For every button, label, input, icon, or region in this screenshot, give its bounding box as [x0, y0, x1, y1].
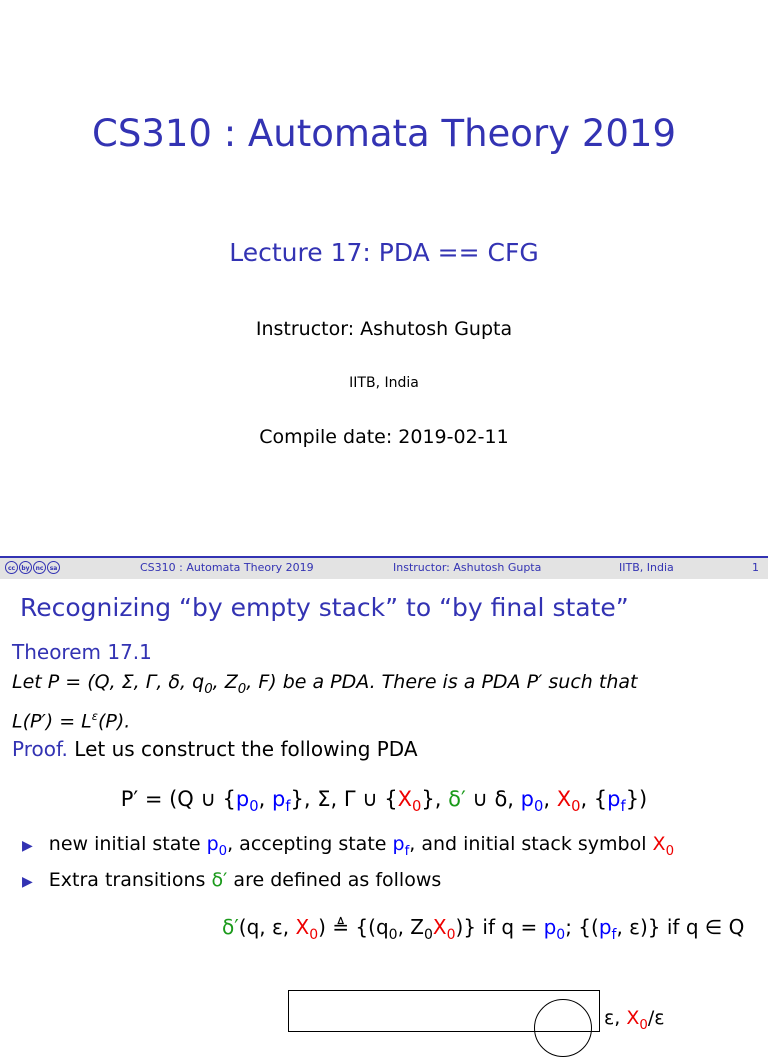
- bullet-item: ▶ Extra transitions δ′ are defined as fol…: [22, 869, 441, 891]
- footer-instructor: Instructor: Ashutosh Gupta: [393, 561, 542, 574]
- slide-footer: cc by nc sa CS310 : Automata Theory 2019…: [0, 556, 768, 579]
- presentation-title: CS310 : Automata Theory 2019: [92, 112, 676, 155]
- footer-course: CS310 : Automata Theory 2019: [140, 561, 314, 574]
- pda-equation: P′ = (Q ∪ {p0, pf}, Σ, Γ ∪ {X0}, δ′ ∪ δ,…: [120, 787, 648, 816]
- bullet-text: new initial state p0, accepting state pf…: [48, 833, 675, 859]
- cc-license-icon: cc by nc sa: [5, 561, 60, 574]
- proof-label: Proof.: [12, 737, 68, 761]
- theorem-line: L(P′) = Lε(P).: [12, 708, 131, 733]
- bullet-item: ▶ new initial state p0, accepting state p…: [22, 833, 674, 859]
- bullet-triangle-icon: ▶: [22, 874, 33, 890]
- frame-title: Recognizing “by empty stack” to “by fina…: [20, 593, 629, 622]
- slide-content: Recognizing “by empty stack” to “by fina…: [0, 579, 768, 1057]
- license-nc-icon: nc: [33, 561, 46, 574]
- theorem-line: Let P = (Q, Σ, Γ, δ, q0, Z0, F) be a PDA…: [12, 671, 638, 697]
- footer-institute: IITB, India: [619, 561, 674, 574]
- license-cc-icon: cc: [5, 561, 18, 574]
- license-sa-icon: sa: [47, 561, 60, 574]
- theorem-body: Let P = (Q, Σ, Γ, δ, q0, Z0, F) be a PDA…: [12, 669, 752, 735]
- theorem-label: Theorem 17.1: [12, 640, 152, 664]
- license-by-icon: by: [19, 561, 32, 574]
- instructor: Instructor: Ashutosh Gupta: [255, 318, 513, 340]
- bullet-text: Extra transitions δ′ are defined as foll…: [48, 869, 442, 891]
- institute: IITB, India: [349, 375, 419, 391]
- state-circle: [534, 999, 592, 1057]
- edge-label: ε, X0/ε: [604, 1007, 665, 1033]
- proof-text: Let us construct the following PDA: [74, 737, 418, 761]
- lecture-subtitle: Lecture 17: PDA == CFG: [229, 238, 539, 267]
- footer-page-number: 1: [752, 561, 759, 574]
- transition-definition: δ′(q, ε, X0) ≜ {(q0, Z0X0)} if q = p0; {…: [222, 915, 745, 943]
- bullet-triangle-icon: ▶: [22, 838, 33, 854]
- compile-date: Compile date: 2019-02-11: [259, 426, 509, 448]
- proof: Proof. Let us construct the following PD…: [12, 737, 418, 761]
